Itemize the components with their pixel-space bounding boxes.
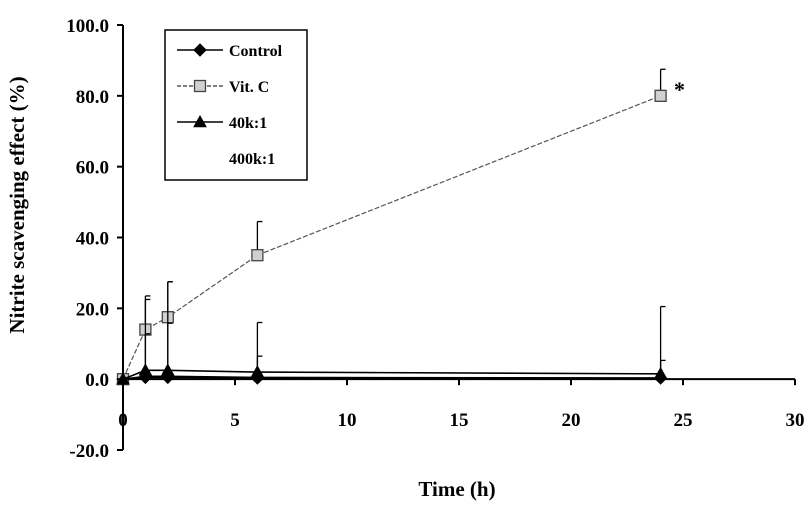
y-tick-label: 80.0 <box>76 87 109 108</box>
x-tick-label: 0 <box>118 410 128 431</box>
x-axis-label: Time (h) <box>418 477 495 501</box>
legend-marker <box>193 43 207 57</box>
legend-box <box>164 29 308 181</box>
x-tick-label: 10 <box>338 410 357 431</box>
y-tick-label: 60.0 <box>76 158 109 179</box>
plot-area: * <box>116 68 685 386</box>
legend-marker <box>193 114 207 128</box>
y-axis-label: Nitrite scavenging effect (%) <box>5 76 29 333</box>
y-tick-label: 0.0 <box>85 370 109 391</box>
legend-label: 400k:1 <box>229 151 275 168</box>
series-400k-1 <box>122 322 666 380</box>
data-point <box>654 89 667 102</box>
x-tick-label: 5 <box>230 410 240 431</box>
y-tick-label: -20.0 <box>69 441 109 462</box>
axes: -20.0 0.0 20.0 40.0 60.0 80.0 100.0 0 5 10 15 20 25 3… <box>66 16 804 462</box>
series-40k-1 <box>116 281 668 385</box>
annotation: * <box>674 77 685 102</box>
legend-item: Control <box>177 43 283 60</box>
x-tick-label: 25 <box>674 410 693 431</box>
legend-item: 400k:1 <box>229 151 275 168</box>
x-tick-label: 30 <box>786 410 805 431</box>
legend-item: 40k:1 <box>177 114 267 132</box>
legend-item: Vit. C <box>177 79 269 96</box>
y-tick-label: 20.0 <box>76 299 109 320</box>
data-point <box>251 249 264 262</box>
x-tick-label: 15 <box>450 410 469 431</box>
legend-label: 40k:1 <box>229 115 267 132</box>
legend-marker <box>193 79 207 93</box>
series-line <box>122 375 661 380</box>
x-tick-label: 20 <box>562 410 581 431</box>
legend-label: Vit. C <box>229 79 269 96</box>
legend-label: Control <box>229 43 283 60</box>
y-tick-label: 40.0 <box>76 229 109 250</box>
y-tick-label: 100.0 <box>66 16 109 37</box>
legend: Control Vit. C 40k:1 400k:1 <box>164 29 308 181</box>
